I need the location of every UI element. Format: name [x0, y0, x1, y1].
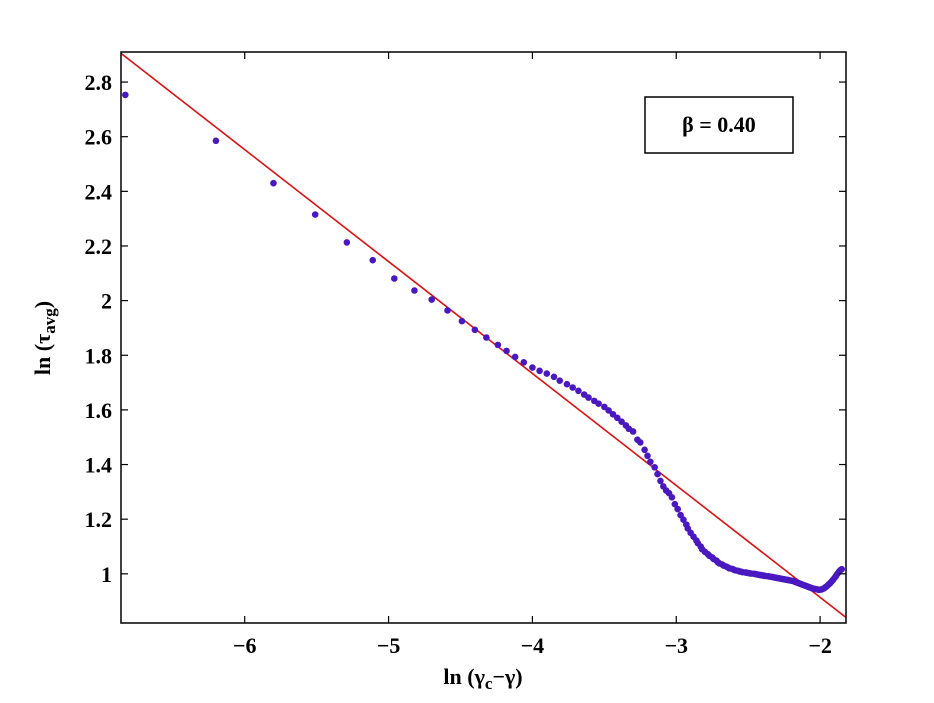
- y-axis-label-suffix: ): [30, 301, 55, 308]
- fit-line-layer: [120, 52, 847, 619]
- data-point: [494, 341, 502, 349]
- data-point: [657, 477, 664, 485]
- legend: β = 0.40: [644, 96, 794, 154]
- fit-line: [120, 52, 847, 619]
- plot-frame: [120, 51, 847, 624]
- data-point: [644, 452, 651, 460]
- data-point: [122, 91, 129, 99]
- data-point: [671, 500, 679, 508]
- data-point: [556, 377, 564, 384]
- data-point: [613, 414, 621, 422]
- y-axis-label-prefix: ln (τ: [30, 334, 55, 375]
- y-tick-label: 2.8: [85, 70, 113, 95]
- x-axis-label-suffix: −γ): [492, 664, 522, 689]
- y-tick-label: 2.6: [85, 125, 113, 150]
- data-point: [654, 470, 661, 478]
- x-axis-label-prefix: ln (γ: [443, 664, 484, 689]
- y-tick-label: 2.4: [85, 179, 113, 204]
- data-point: [575, 387, 582, 395]
- y-tick-label: 1: [101, 562, 112, 587]
- legend-text: β = 0.40: [682, 112, 756, 137]
- data-point: [595, 400, 602, 407]
- legend-box: [644, 96, 794, 154]
- data-point: [569, 384, 576, 391]
- ticks-layer: −6 −5 −4 −3 −2 1 1.2 1.4 1.6 1.8 2 2.2 2.4 2.6 2.8: [85, 52, 846, 658]
- data-point: [369, 256, 377, 264]
- y-axis-label: ln (τavg): [30, 301, 59, 375]
- data-point: [629, 428, 637, 435]
- x-tick-label: −5: [377, 633, 401, 658]
- data-point: [585, 394, 592, 401]
- data-point: [674, 505, 681, 513]
- data-point: [641, 446, 648, 454]
- y-tick-label: 1.4: [85, 453, 113, 478]
- data-point: [411, 287, 418, 294]
- data-point: [520, 359, 528, 366]
- x-tick-label: −2: [808, 633, 832, 658]
- data-point: [458, 317, 466, 325]
- data-point: [636, 439, 644, 446]
- data-points-layer: [122, 91, 845, 593]
- x-tick-label: −3: [664, 633, 688, 658]
- y-tick-label: 2: [101, 289, 112, 314]
- data-point: [212, 137, 220, 145]
- y-tick-label: 2.2: [85, 234, 113, 259]
- data-point: [270, 179, 277, 187]
- data-point: [543, 370, 551, 377]
- data-point: [529, 364, 536, 371]
- data-point: [605, 407, 612, 414]
- x-tick-label: −4: [521, 633, 545, 658]
- x-axis-label-sub: c: [485, 674, 493, 693]
- x-axis-label: ln (γc−γ): [443, 664, 522, 693]
- data-point: [311, 211, 319, 218]
- y-tick-label: 1.6: [85, 398, 113, 423]
- data-point: [483, 334, 490, 341]
- data-point: [343, 239, 351, 246]
- data-point: [838, 565, 845, 573]
- data-point: [680, 516, 687, 524]
- data-point: [618, 418, 625, 425]
- data-point: [471, 326, 479, 334]
- data-point: [550, 373, 558, 381]
- y-tick-label: 1.2: [85, 507, 113, 532]
- y-tick-label: 1.8: [85, 343, 113, 368]
- y-axis-label-sub: avg: [40, 308, 59, 334]
- x-tick-label: −6: [233, 633, 257, 658]
- data-point: [444, 307, 451, 314]
- data-point: [668, 494, 676, 501]
- data-point: [647, 458, 654, 466]
- data-point: [503, 347, 510, 355]
- data-point: [511, 353, 519, 361]
- data-point: [563, 380, 571, 388]
- data-point: [428, 296, 436, 303]
- data-point: [391, 275, 398, 282]
- data-point: [651, 463, 658, 471]
- data-point: [536, 367, 543, 375]
